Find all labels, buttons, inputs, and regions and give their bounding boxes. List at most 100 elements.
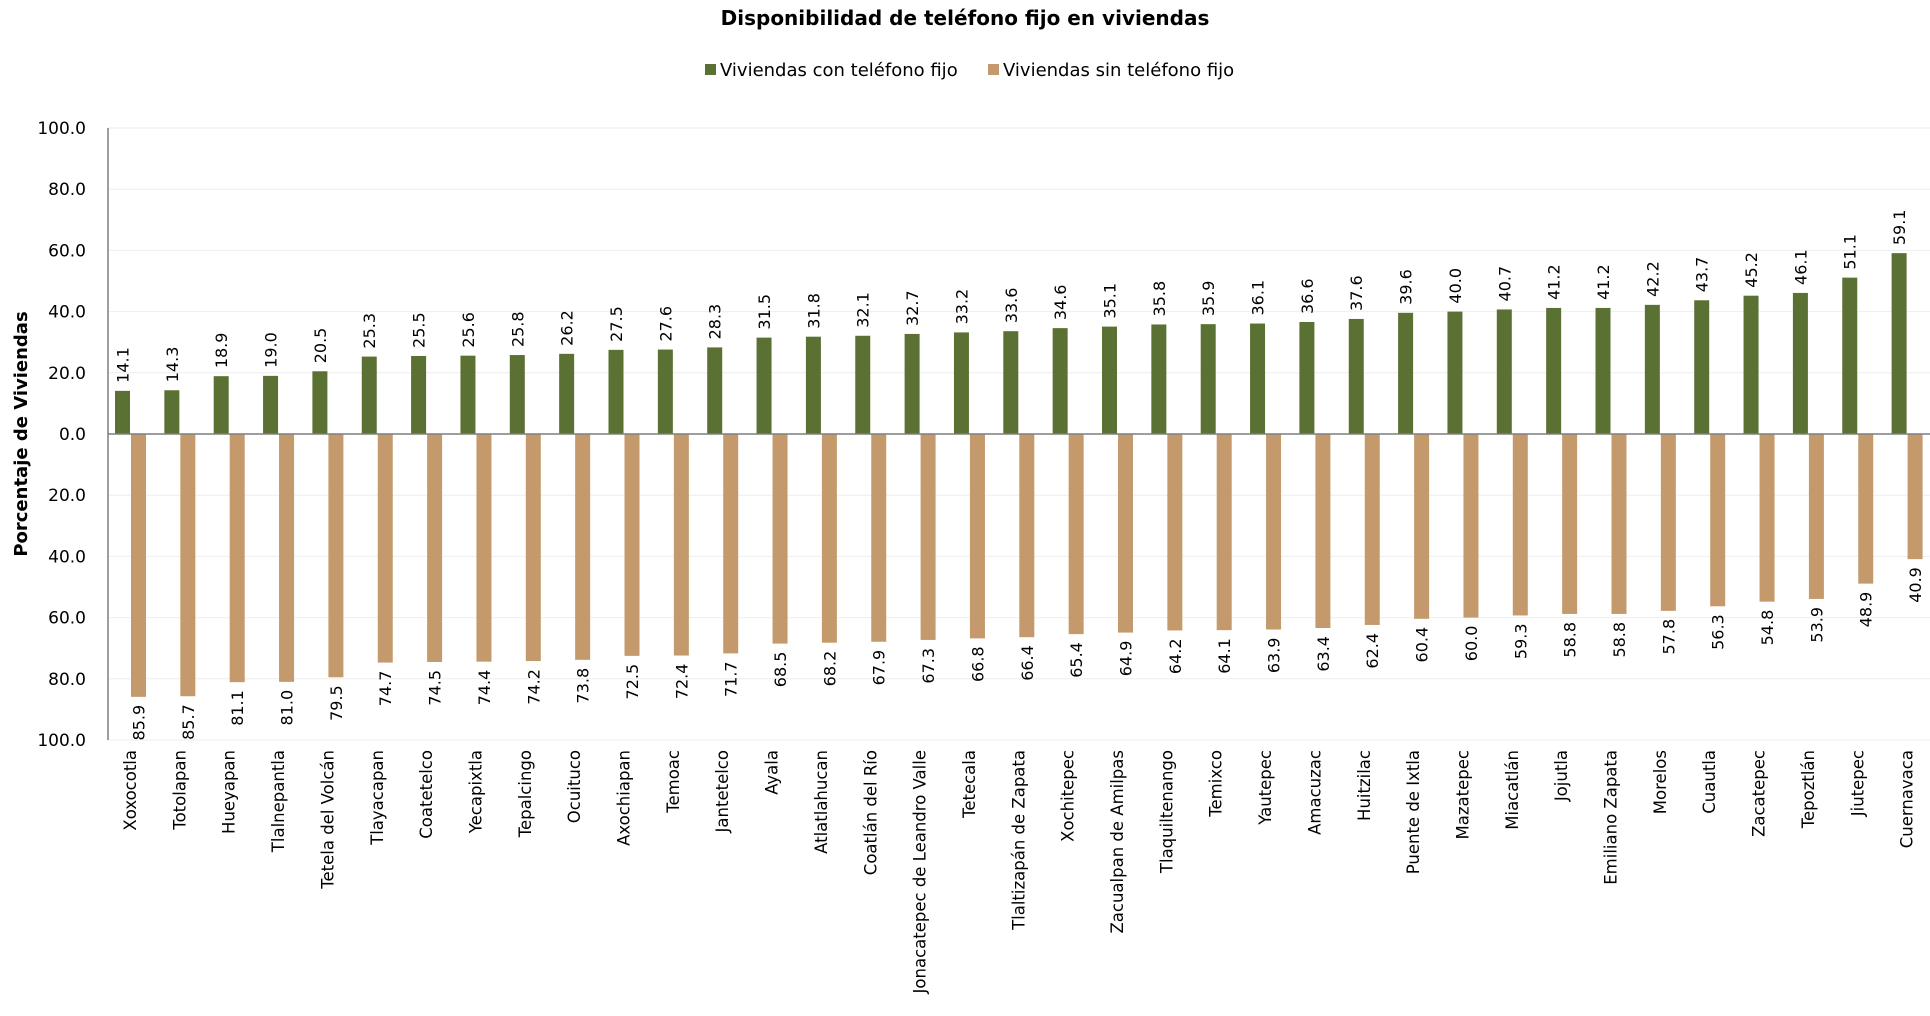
data-label-con: 33.6	[1002, 288, 1021, 324]
category-label: Tlaquiltenango	[1157, 750, 1176, 874]
data-label-sin: 74.4	[475, 670, 494, 706]
bar-con-telefono	[164, 390, 180, 434]
data-label-con: 25.6	[459, 312, 478, 348]
data-label-con: 43.7	[1693, 257, 1712, 293]
bar-con-telefono	[361, 356, 377, 434]
bar-sin-telefono	[131, 434, 146, 697]
data-label-con: 45.2	[1742, 252, 1761, 288]
y-tick-label: 60.0	[48, 609, 86, 629]
bar-con-telefono	[1891, 253, 1907, 434]
data-label-sin: 73.8	[574, 668, 593, 704]
data-label-sin: 74.7	[376, 671, 395, 707]
category-label: Morelos	[1651, 750, 1670, 814]
category-label: Miacatlán	[1503, 750, 1522, 830]
category-label: Xoxocotla	[121, 750, 140, 831]
category-label: Tepalcingo	[516, 750, 535, 838]
category-label: Huitzilac	[1355, 750, 1374, 821]
category-label: Temixco	[1207, 750, 1226, 818]
bar-con-telefono	[559, 353, 575, 434]
data-label-sin: 67.3	[919, 648, 938, 684]
category-label: Coatlán del Río	[861, 750, 880, 875]
bar-sin-telefono	[575, 434, 591, 660]
bar-con-telefono	[1348, 318, 1364, 434]
data-label-sin: 74.2	[524, 669, 543, 705]
bar-con-telefono	[1644, 304, 1660, 434]
data-label-sin: 68.2	[820, 651, 839, 687]
bar-con-telefono	[411, 355, 427, 434]
bar-con-telefono	[263, 375, 279, 434]
data-label-sin: 60.0	[1462, 626, 1481, 662]
category-label: Jojutla	[1552, 750, 1571, 802]
bar-sin-telefono	[723, 434, 739, 654]
bar-sin-telefono	[476, 434, 492, 662]
bar-con-telefono	[608, 349, 624, 434]
bar-sin-telefono	[1315, 434, 1331, 629]
data-labels: 14.1 85.9 14.3 85.7 18.9 81.1 19.0 81.0 20.5 79.5…	[114, 210, 1926, 741]
bar-con-telefono	[953, 332, 969, 434]
data-label-sin: 79.5	[327, 685, 346, 721]
category-label: Zacatepec	[1750, 750, 1769, 837]
bar-sin-telefono	[1118, 434, 1133, 633]
bar-con-telefono	[1842, 277, 1858, 434]
bar-sin-telefono	[920, 434, 936, 640]
data-label-sin: 58.8	[1561, 622, 1580, 658]
data-label-con: 46.1	[1791, 249, 1810, 285]
bar-con-telefono	[115, 390, 130, 434]
category-label: Tlayacapan	[368, 750, 387, 846]
category-label: Jiutepec	[1848, 750, 1867, 817]
bar-con-telefono	[1595, 307, 1611, 434]
bar-con-telefono	[213, 376, 229, 434]
bar-sin-telefono	[1068, 434, 1084, 635]
bars	[115, 253, 1923, 697]
category-label: Temoac	[664, 750, 683, 814]
y-tick-label: 80.0	[48, 180, 86, 200]
bar-con-telefono	[657, 349, 673, 434]
bar-con-telefono	[1496, 309, 1512, 434]
bar-sin-telefono	[1858, 434, 1874, 584]
bar-sin-telefono	[1414, 434, 1430, 619]
data-label-con: 35.9	[1199, 281, 1218, 317]
data-label-sin: 65.4	[1067, 642, 1086, 678]
category-label: Emiliano Zapata	[1602, 750, 1621, 885]
bar-con-telefono	[1447, 311, 1463, 434]
bar-con-telefono	[1694, 300, 1710, 434]
data-label-con: 32.7	[903, 290, 922, 326]
data-label-con: 31.5	[755, 294, 774, 330]
bar-sin-telefono	[1266, 434, 1282, 630]
category-label: Mazatepec	[1453, 750, 1472, 839]
data-label-sin: 81.0	[278, 690, 297, 726]
bar-sin-telefono	[969, 434, 985, 639]
bar-sin-telefono	[1907, 434, 1923, 560]
data-label-sin: 85.9	[130, 705, 149, 741]
chart-title: Disponibilidad de teléfono fijo en vivie…	[721, 6, 1210, 30]
data-label-sin: 53.9	[1807, 607, 1826, 643]
data-label-con: 36.1	[1249, 280, 1268, 316]
category-label: Xochitepec	[1059, 750, 1078, 842]
y-tick-label: 20.0	[48, 486, 86, 506]
bar-con-telefono	[707, 347, 723, 434]
bar-sin-telefono	[772, 434, 788, 644]
bar-sin-telefono	[1562, 434, 1578, 614]
bar-sin-telefono	[1611, 434, 1627, 614]
y-tick-label: 20.0	[48, 364, 86, 384]
data-label-con: 41.2	[1545, 264, 1564, 300]
y-tick-label: 80.0	[48, 670, 86, 690]
category-label: Ayala	[763, 750, 782, 795]
data-label-sin: 62.4	[1363, 633, 1382, 669]
bar-con-telefono	[855, 335, 871, 434]
legend-swatch-con	[705, 64, 716, 75]
category-label: Puente de Ixtla	[1404, 750, 1423, 874]
category-label: Totolapan	[170, 750, 189, 831]
data-label-sin: 56.3	[1709, 614, 1728, 650]
bar-con-telefono	[312, 371, 328, 434]
data-label-sin: 60.4	[1413, 627, 1432, 663]
data-label-con: 51.1	[1841, 234, 1860, 270]
legend-label-con: Viviendas con teléfono fijo	[720, 60, 958, 81]
data-label-sin: 71.7	[722, 661, 741, 697]
y-tick-label: 40.0	[48, 547, 86, 567]
data-label-con: 40.0	[1446, 268, 1465, 304]
data-label-con: 14.1	[114, 347, 133, 383]
category-label: Hueyapan	[220, 750, 239, 834]
bar-sin-telefono	[1759, 434, 1775, 602]
bar-sin-telefono	[1710, 434, 1726, 607]
